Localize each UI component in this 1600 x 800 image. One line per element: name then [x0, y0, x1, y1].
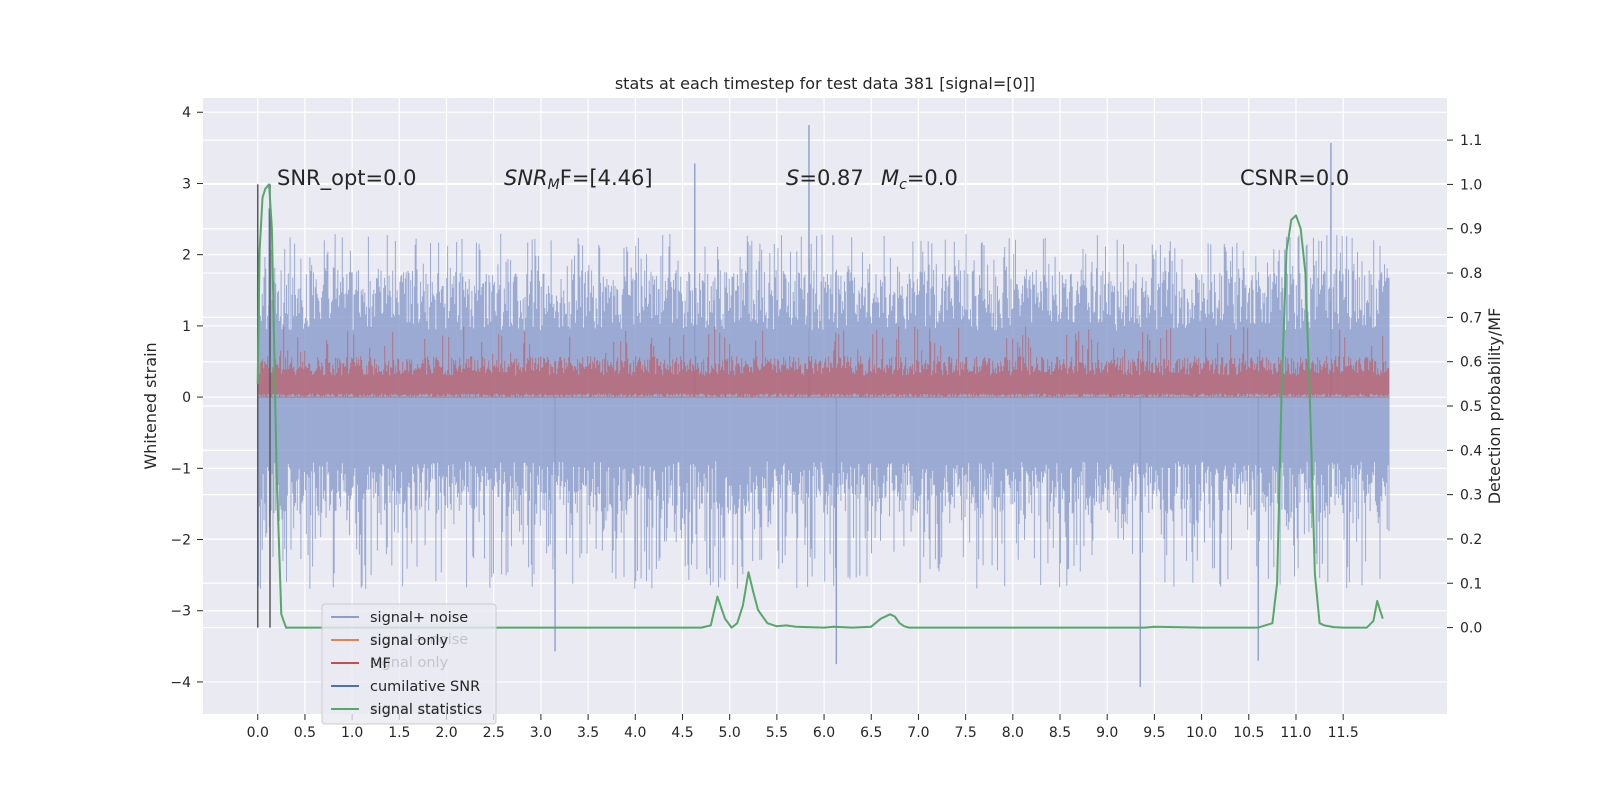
- x-axis-ticks: 0.0 0.5 1.0 1.5 2.0 2.5 3.0 3.5 4.0 4.5 5.0 5.5 6.0 6…: [247, 714, 1359, 741]
- y2-tick-label-1: 0.1: [1460, 576, 1482, 592]
- x-tick-label-22: 11.0: [1280, 725, 1311, 741]
- legend-label-cumilative-snr: cumilative SNR: [370, 679, 480, 695]
- x-tick-label-0: 0.0: [247, 725, 269, 741]
- annotation-mc: Mc=0.0: [881, 166, 958, 193]
- legend-label-mf: MF: [370, 656, 391, 672]
- x-tick-label-19: 9.5: [1143, 725, 1165, 741]
- y-tick-label-8: 4: [182, 105, 191, 121]
- y2-tick-label-6: 0.6: [1460, 355, 1482, 371]
- x-tick-label-3: 1.5: [388, 725, 410, 741]
- y2-tick-label-7: 0.7: [1460, 310, 1482, 326]
- y2-tick-label-9: 0.9: [1460, 222, 1482, 238]
- annotation-snr-mf: SNRMF=[4.46]: [504, 166, 653, 193]
- y-tick-label-2: −2: [170, 533, 191, 549]
- x-tick-label-18: 9.0: [1096, 725, 1118, 741]
- y-tick-label-3: −1: [170, 461, 191, 477]
- y2-tick-label-3: 0.3: [1460, 488, 1482, 504]
- x-tick-label-14: 7.0: [907, 725, 929, 741]
- y-tick-label-5: 1: [182, 319, 191, 335]
- legend-label-signal-statistics: signal statistics: [370, 702, 482, 718]
- legend-ghost-1: signal+ noise: [370, 632, 468, 648]
- y2-tick-label-8: 0.8: [1460, 266, 1482, 282]
- y2-tick-label-4: 0.4: [1460, 443, 1482, 459]
- x-tick-label-17: 8.5: [1049, 725, 1071, 741]
- x-tick-label-20: 10.0: [1186, 725, 1217, 741]
- y2-axis-ticks: 0.0 0.1 0.2 0.3 0.4 0.5 0.6 0.7 0.8 0.9 1.0 1.1: [1447, 133, 1482, 637]
- y-tick-label-6: 2: [182, 248, 191, 264]
- annotation-s: S=0.87: [786, 166, 864, 190]
- vertical-markers: [256, 184, 271, 628]
- y-axis-ticks: −4 −3 −2 −1 0 1 2 3 4: [170, 105, 203, 691]
- x-tick-label-13: 6.5: [860, 725, 882, 741]
- y2-tick-label-5: 0.5: [1460, 399, 1482, 415]
- legend-ghost-2: signal only: [370, 655, 449, 671]
- x-tick-label-9: 4.5: [671, 725, 693, 741]
- legend-box: [321, 603, 497, 725]
- x-tick-label-6: 3.0: [530, 725, 552, 741]
- y-tick-label-0: −4: [170, 675, 191, 691]
- x-tick-label-2: 1.0: [341, 725, 363, 741]
- x-tick-label-23: 11.5: [1328, 725, 1359, 741]
- legend-label-signal-noise: signal+ noise: [370, 610, 468, 626]
- y2-axis-label: Detection probability/MF: [1485, 308, 1504, 505]
- y2-tick-label-10: 1.0: [1460, 177, 1482, 193]
- x-tick-label-5: 2.5: [483, 725, 505, 741]
- x-tick-label-15: 7.5: [955, 725, 977, 741]
- x-tick-label-21: 10.5: [1233, 725, 1264, 741]
- annotation-csnr: CSNR=0.0: [1240, 166, 1349, 190]
- y-tick-label-1: −3: [170, 604, 191, 620]
- x-tick-label-8: 4.0: [624, 725, 646, 741]
- y-axis-label: Whitened strain: [141, 342, 160, 469]
- y2-tick-label-0: 0.0: [1460, 621, 1482, 637]
- annotation-snr-opt: SNR_opt=0.0: [277, 166, 417, 191]
- y-tick-label-7: 3: [182, 176, 191, 192]
- x-tick-label-10: 5.0: [719, 725, 741, 741]
- chart-title: stats at each timestep for test data 381…: [615, 74, 1035, 93]
- legend-label-signal-only: signal only: [370, 633, 449, 649]
- y-tick-label-4: 0: [182, 390, 191, 406]
- y2-tick-label-2: 0.2: [1460, 532, 1482, 548]
- x-tick-label-4: 2.0: [435, 725, 457, 741]
- x-tick-label-7: 3.5: [577, 725, 599, 741]
- x-tick-label-1: 0.5: [294, 725, 316, 741]
- x-tick-label-12: 6.0: [813, 725, 835, 741]
- y2-tick-label-11: 1.1: [1460, 133, 1482, 149]
- legend: signal+ noise signal only signal statist…: [321, 603, 497, 725]
- x-tick-label-11: 5.5: [766, 725, 788, 741]
- x-tick-label-16: 8.0: [1002, 725, 1024, 741]
- legend-ghost-3: signal statistics: [370, 701, 482, 717]
